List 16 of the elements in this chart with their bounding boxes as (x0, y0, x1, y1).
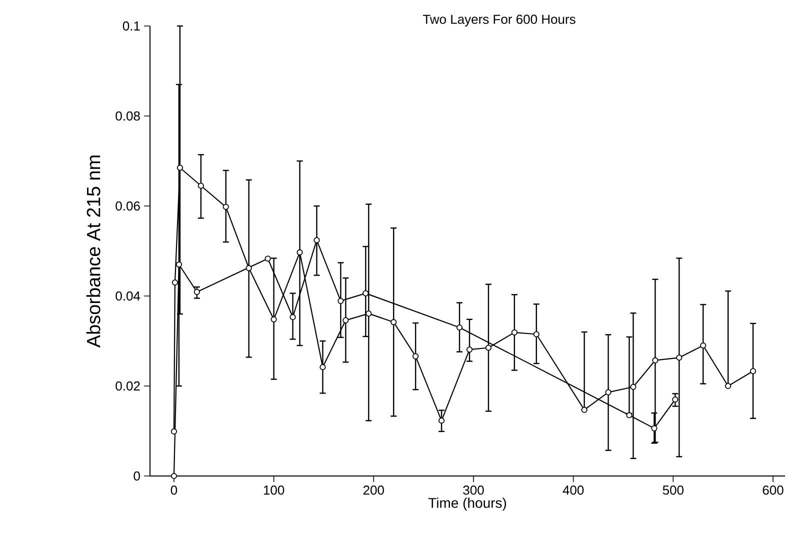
y-axis-title: Absorbance At 215 nm (86, 156, 100, 348)
chart-title: Two Layers For 600 Hours (422, 14, 576, 26)
x-tick-label: 0 (170, 486, 178, 495)
y-tick-label: 0.04 (116, 291, 140, 301)
x-tick-label: 400 (562, 486, 584, 495)
y-tick-label: 0 (134, 471, 140, 481)
x-tick-label: 600 (762, 486, 784, 495)
y-tick-label: 0.06 (116, 201, 140, 211)
x-tick-label: 300 (463, 486, 484, 495)
x-tick-label: 100 (264, 486, 284, 495)
x-tick-label: 500 (662, 486, 684, 495)
y-tick-label: 0.08 (116, 111, 140, 121)
y-tick-label: 0.02 (116, 381, 140, 391)
x-tick-label: 200 (363, 486, 384, 495)
y-tick-label: 0.1 (122, 21, 140, 31)
x-axis-title: Time (hours) (428, 498, 506, 511)
